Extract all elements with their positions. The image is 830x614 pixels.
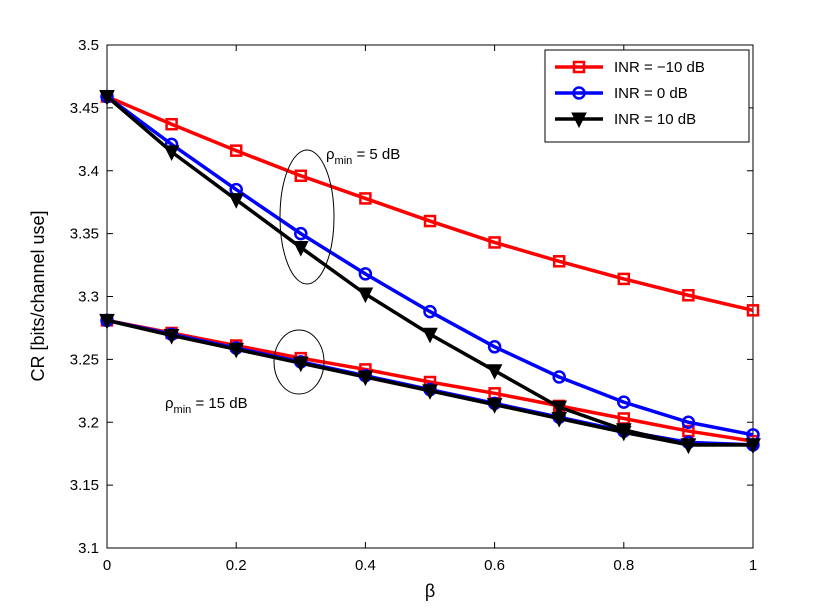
series-2-rho5-point-0: [99, 90, 115, 106]
annotation-rho15-symbol: ρ: [165, 395, 174, 412]
y-tick-label-1: 3.15: [70, 477, 99, 494]
series-2-rho5-point-4: [357, 287, 374, 304]
legend-marker-2: [571, 112, 587, 129]
series-0-rho5-point-1: [165, 117, 178, 131]
series-1-rho5-point-6: [487, 340, 502, 354]
y-tick-label-5: 3.35: [70, 226, 99, 243]
series-2-rho15-point-6: [486, 398, 503, 414]
series-1-rho5-point-4: [358, 267, 373, 281]
series-2-rho15-point-4: [357, 370, 374, 387]
series-0-rho5-point-2: [229, 144, 243, 157]
legend-marker-0: [572, 60, 586, 74]
annotation-rho5-suffix: = 5 dB: [352, 146, 400, 163]
series-2-rho15-point-7: [551, 411, 568, 428]
y-tick-label-2: 3.2: [78, 414, 99, 431]
series-2-rho15-point-9: [680, 438, 697, 455]
series-1-rho5-point-7: [552, 370, 566, 384]
series-1-rho5-point-5: [423, 304, 437, 319]
y-tick-label-8: 3.5: [78, 37, 99, 54]
x-tick-label-1: 0.2: [226, 557, 247, 574]
x-axis-label: β: [425, 581, 435, 601]
series-1-rho5-point-9: [681, 415, 696, 429]
series-0-rho5-point-5: [423, 214, 437, 228]
legend-entries: INR = −10 dB INR = 0 dB INR = 10 dB: [555, 59, 705, 129]
series-1-rho5-point-3: [294, 226, 308, 241]
x-tick-label-2: 0.4: [355, 557, 376, 574]
annotation-rho5-symbol: ρ: [326, 146, 335, 163]
legend-label-0: INR = −10 dB: [614, 59, 705, 76]
x-tick-label-3: 0.6: [484, 557, 505, 574]
y-tick-label-3: 3.25: [70, 351, 99, 368]
series-2: [99, 90, 761, 455]
annotation-ellipse-rho15: [273, 329, 325, 395]
annotation-rho15-sub: min: [174, 404, 192, 416]
annotation-rho15: ρmin = 15 dB: [165, 395, 248, 416]
series-2-rho5-point-5: [422, 327, 438, 344]
y-tick-label-7: 3.45: [70, 100, 99, 117]
annotation-rho5: ρmin = 5 dB: [326, 146, 400, 167]
y-axis-label: CR [bits/channel use]: [28, 210, 48, 381]
series-2-rho15-point-3: [292, 356, 309, 373]
series-0-rho5-point-6: [488, 236, 501, 249]
annotation-rho15-suffix: = 15 dB: [191, 395, 247, 412]
y-tick-label-0: 3.1: [78, 540, 99, 557]
series-2-rho15-point-0: [99, 313, 115, 330]
x-tick-label-4: 0.8: [613, 557, 634, 574]
legend-label-2: INR = 10 dB: [614, 111, 696, 128]
annotation-ellipse-rho5: [279, 149, 335, 285]
annotation-rho5-sub: min: [335, 155, 353, 167]
series-2-rho5-point-1: [163, 145, 180, 162]
x-tick-label-5: 1: [749, 557, 757, 574]
series-2-rho5-point-6: [486, 364, 503, 380]
axis-ticks: 0 0.2 0.4 0.6 0.8 1 3.1 3.15 3.2 3.25 3.3 3.35 3.4 3.…: [70, 37, 757, 574]
series-0-rho15-line: [106, 318, 754, 443]
series-2-rho5-point-2: [228, 193, 245, 209]
series-layer: [99, 89, 761, 455]
series-2-rho15-point-1: [163, 328, 180, 345]
series-0-rho5-point-10: [746, 304, 760, 317]
series-2-rho5-point-7: [551, 400, 568, 417]
series-2-rho15-point-8: [615, 425, 632, 442]
y-tick-label-4: 3.3: [78, 289, 99, 306]
series-0-rho5-point-4: [359, 192, 372, 205]
series-2-rho15-point-10: [745, 438, 761, 455]
series-0-rho5-line: [106, 94, 754, 313]
legend-marker-1: [572, 86, 586, 100]
series-0-rho5-point-8: [617, 272, 631, 286]
series-1-rho5-point-8: [617, 395, 631, 409]
series-2-rho15-point-5: [422, 384, 438, 400]
legend: INR = −10 dB INR = 0 dB INR = 10 dB: [544, 49, 750, 143]
y-tick-label-6: 3.4: [78, 163, 99, 180]
series-2-rho15-point-2: [228, 342, 245, 359]
legend-label-1: INR = 0 dB: [614, 85, 688, 102]
series-0-rho5-point-7: [552, 255, 566, 268]
series-2-rho5-point-3: [292, 240, 309, 257]
x-tick-label-0: 0: [103, 557, 111, 574]
series-1-rho5-line: [105, 95, 754, 437]
series-0-rho5-point-9: [682, 288, 695, 302]
series-0-rho5-point-3: [294, 169, 308, 183]
